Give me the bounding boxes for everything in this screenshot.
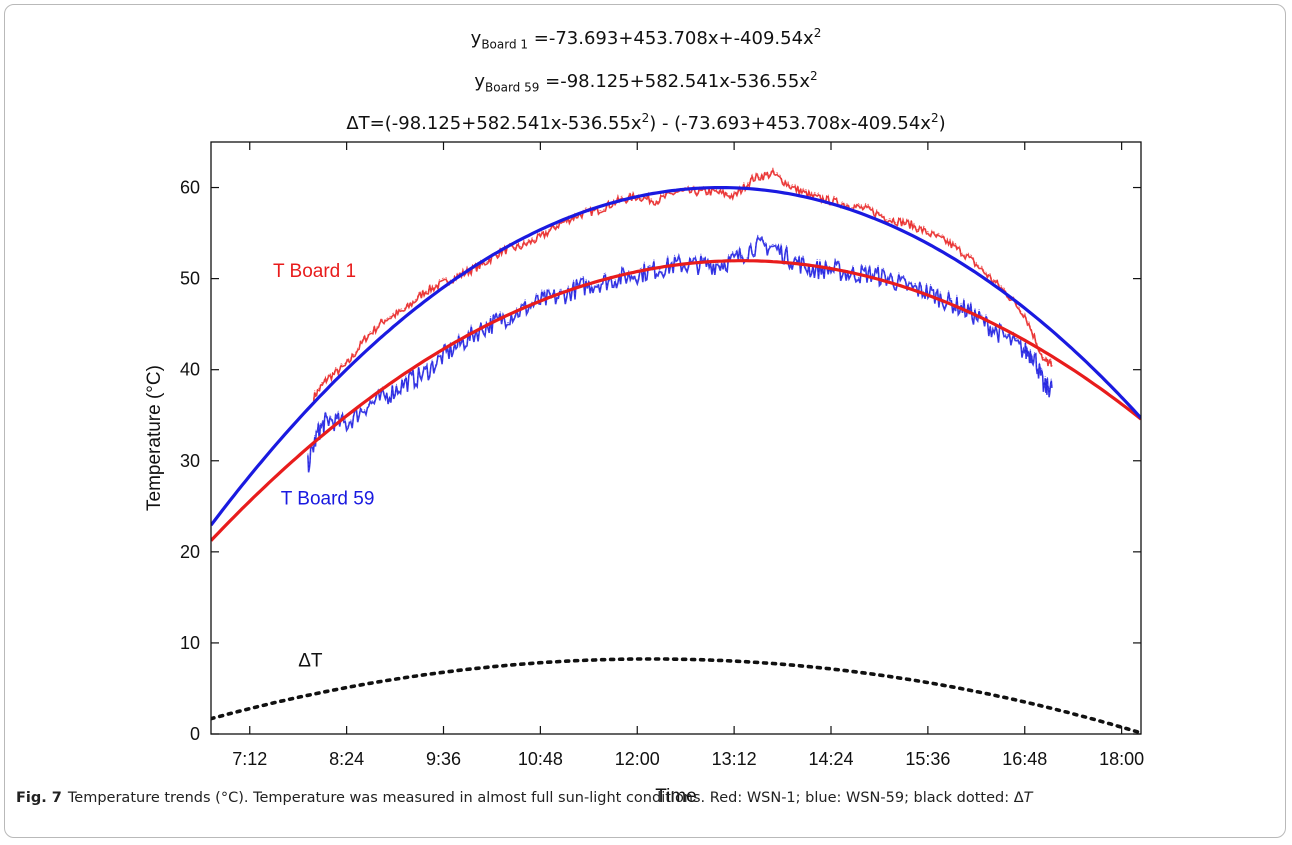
measured-trace-wsn-59 [307,235,1053,473]
fit-curve-board-1 [211,259,1141,542]
x-axis-label: Time [655,786,697,807]
y-tick-label: 20 [180,542,200,562]
y-tick-label: 60 [180,178,200,198]
label-delta-t: ΔT [298,651,323,672]
x-tick-label: 12:00 [615,749,660,769]
plot-area-border [210,141,1142,735]
y-tick-label: 50 [180,269,200,289]
fit-curve-delta-t [211,657,1141,734]
x-tick-label: 14:24 [808,749,853,769]
y-tick-label: 10 [180,633,200,653]
label-t-board-1: T Board 1 [273,261,356,282]
equation-board-59: yBoard 59 =-98.125+582.541x-536.55x2 [474,68,818,95]
x-tick-label: 7:12 [232,749,267,769]
x-tick-label: 15:36 [905,749,950,769]
x-tick-label: 16:48 [1002,749,1047,769]
fit-curve-board-59 [211,186,1141,527]
series-layer [211,167,1141,734]
x-tick-label: 18:00 [1099,749,1144,769]
equation-board-1: yBoard 1 =-73.693+453.708x+-409.54x2 [470,26,822,52]
y-tick-label: 30 [180,451,200,471]
x-tick-label: 8:24 [329,749,364,769]
measured-trace-wsn-1 [312,168,1053,402]
x-tick-label: 13:12 [712,749,757,769]
y-tick-label: 40 [180,360,200,380]
y-tick-label: 0 [190,724,200,744]
series-labels: T Board 1 T Board 59 ΔT [273,261,374,672]
caption-italic-t: T [1023,790,1033,806]
measured-trace-wsn-1-edge [313,167,1053,400]
caption-label: Fig. 7 [16,790,62,806]
figure-frame [4,4,1286,838]
axis-ticks: 7:12 8:24 9:36 10:48 12:00 13:12 14:24 15:36 16:… [180,142,1144,769]
figure-caption: Fig. 7 Temperature trends (°C). Temperatu… [16,790,1276,806]
x-tick-label: 9:36 [426,749,461,769]
measured-trace-wsn-59-edge [307,234,1053,471]
label-t-board-59: T Board 59 [281,488,375,509]
y-axis-label: Temperature (°C) [144,365,165,511]
x-tick-label: 10:48 [518,749,563,769]
equation-block: yBoard 1 =-73.693+453.708x+-409.54x2 yBo… [0,18,1292,139]
equation-delta-t: ΔT=(-98.125+582.541x-536.55x2) - (-73.69… [346,111,946,135]
caption-text: Temperature trends (°C). Temperature was… [67,790,1024,806]
